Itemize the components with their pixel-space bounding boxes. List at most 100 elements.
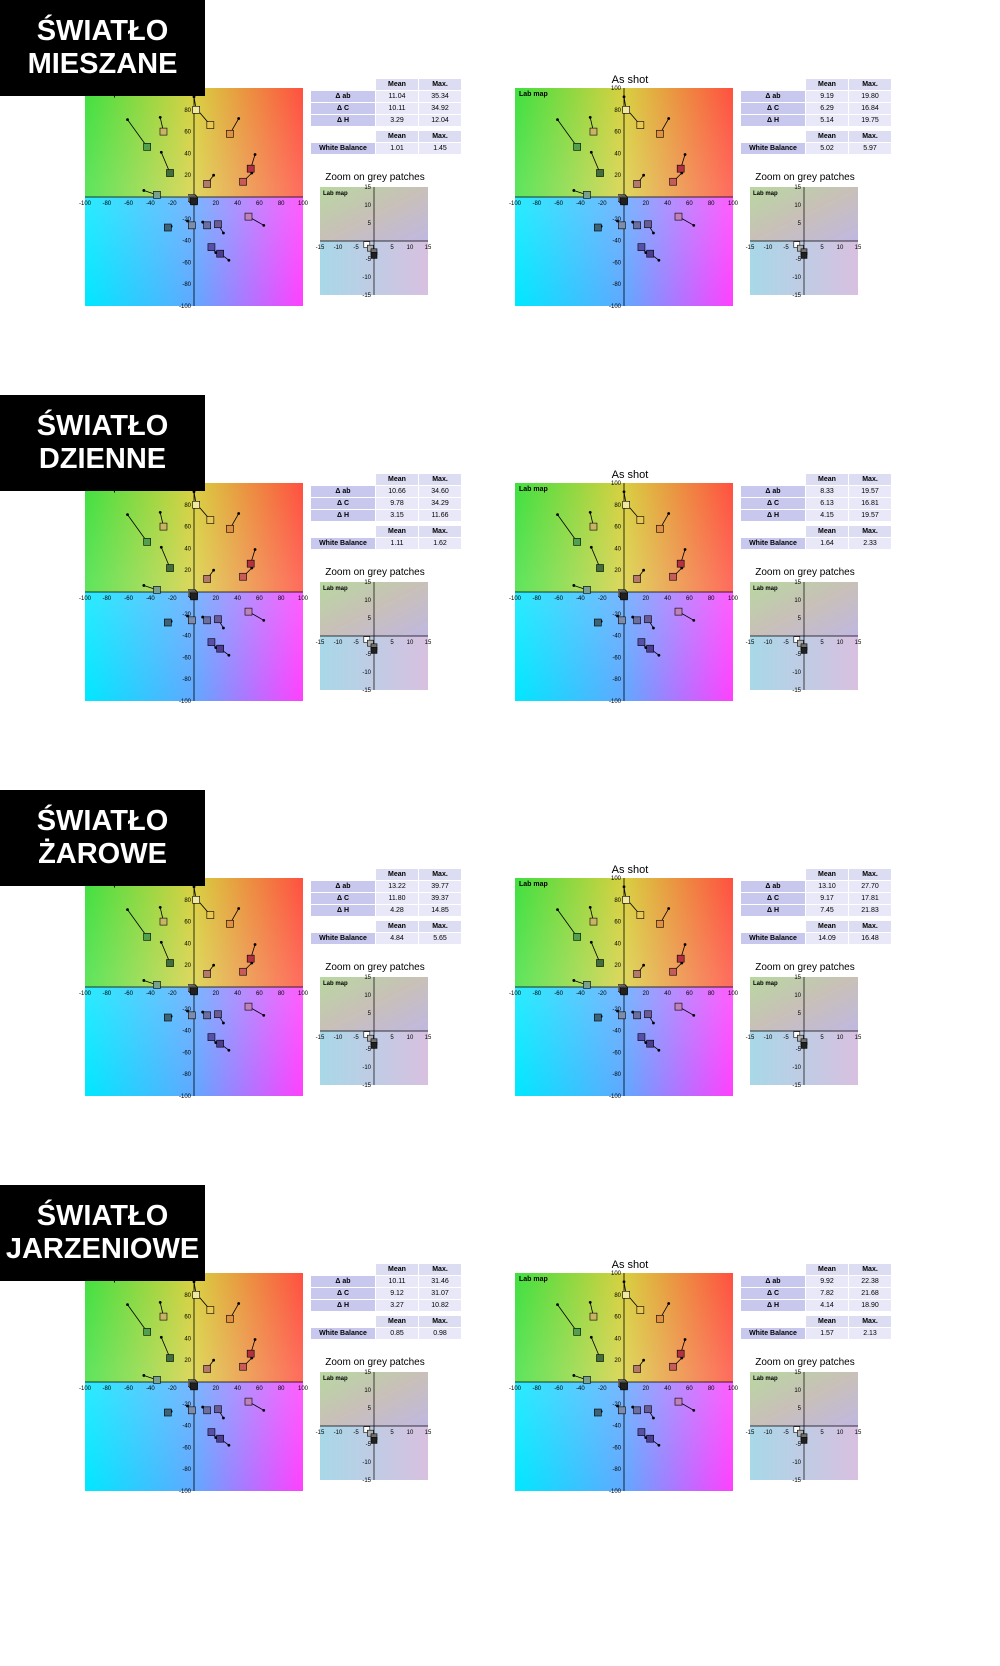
x-tick-label: 20 bbox=[642, 201, 649, 207]
zoom-x-tick-label: 15 bbox=[855, 1430, 862, 1436]
y-tick-label: 100 bbox=[611, 481, 622, 487]
patch-marker bbox=[633, 1011, 641, 1020]
lab-map-chart: -100-80-60-40-20020406080100-100-80-60-4… bbox=[509, 481, 739, 705]
x-tick-label: 20 bbox=[642, 991, 649, 997]
patch-marker bbox=[192, 895, 200, 904]
zoom-y-tick-label: 15 bbox=[794, 580, 801, 586]
stats-value: 1.64 bbox=[805, 537, 849, 550]
patch-marker bbox=[164, 1408, 172, 1417]
patch-marker bbox=[583, 981, 591, 989]
patch-marker bbox=[239, 177, 247, 186]
stats-value: 34.29 bbox=[418, 497, 462, 510]
patch-error-vector bbox=[557, 909, 578, 938]
x-tick-label: -40 bbox=[146, 201, 155, 207]
x-tick-label: -80 bbox=[532, 596, 541, 602]
zoom-lab-map-label: Lab map bbox=[323, 586, 348, 592]
stats-value: 5.14 bbox=[805, 114, 849, 127]
stats-header: Mean bbox=[805, 130, 849, 143]
x-tick-label: -100 bbox=[79, 596, 92, 602]
y-tick-label: 40 bbox=[184, 1336, 191, 1342]
patch-marker bbox=[190, 592, 198, 601]
patch-arrowhead bbox=[227, 1048, 231, 1052]
zoom-y-tick-label: -5 bbox=[796, 1442, 802, 1448]
x-tick-label: 40 bbox=[234, 991, 241, 997]
zoom-x-tick-label: 5 bbox=[820, 1430, 824, 1436]
patch-arrowhead bbox=[142, 189, 146, 192]
stats-header: Mean bbox=[805, 525, 849, 538]
lab-map-chart: -100-80-60-40-20020406080100-100-80-60-4… bbox=[509, 876, 739, 1100]
patch-arrowhead bbox=[572, 189, 576, 192]
stats-row-label: Δ C bbox=[310, 497, 376, 510]
white-balance-row: White Balance 4.84 5.65 bbox=[310, 932, 462, 945]
patch-marker bbox=[188, 1406, 196, 1415]
patch-arrowhead bbox=[159, 940, 163, 944]
patch-marker bbox=[216, 1434, 224, 1443]
zoom-lab-map-label: Lab map bbox=[753, 981, 778, 987]
zoom-y-tick-label: 10 bbox=[794, 598, 801, 604]
patch-marker bbox=[676, 164, 685, 173]
y-tick-label: 60 bbox=[614, 1315, 621, 1321]
y-tick-label: -80 bbox=[182, 1072, 191, 1078]
stats-row: Δ H 3.27 10.82 bbox=[310, 1299, 462, 1312]
y-tick-label: -80 bbox=[612, 677, 621, 683]
x-tick-label: -100 bbox=[79, 201, 92, 207]
patch-arrowhead bbox=[652, 1021, 655, 1025]
patch-marker bbox=[159, 917, 168, 926]
x-tick-label: -100 bbox=[509, 1386, 522, 1392]
zoom-lab-map-label: Lab map bbox=[323, 981, 348, 987]
patch-arrowhead bbox=[588, 1301, 592, 1304]
light-row: ŚWIATŁOJARZENIOWEhot-100-80-60-40-200204… bbox=[0, 1185, 1000, 1605]
patch-arrowhead bbox=[683, 548, 687, 551]
panel-title: As shot bbox=[611, 1259, 649, 1271]
patch-marker bbox=[207, 638, 216, 646]
x-tick-label: 80 bbox=[708, 991, 715, 997]
patch-marker bbox=[214, 1010, 222, 1019]
patch-arrowhead bbox=[657, 258, 661, 262]
patch-arrowhead bbox=[652, 231, 655, 235]
patch-arrowhead bbox=[158, 511, 162, 514]
patch-arrowhead bbox=[253, 548, 257, 551]
patch-arrowhead bbox=[237, 117, 241, 120]
x-tick-label: 80 bbox=[278, 991, 285, 997]
y-tick-label: 20 bbox=[184, 963, 191, 969]
patch-marker bbox=[203, 1011, 211, 1020]
stats-value: 9.17 bbox=[805, 892, 849, 905]
white-balance-row: White Balance 0.85 0.98 bbox=[310, 1327, 462, 1340]
zoom-x-tick-label: -5 bbox=[783, 1430, 789, 1436]
y-tick-label: -80 bbox=[612, 1072, 621, 1078]
patch-marker bbox=[166, 169, 174, 177]
stats-row-label: White Balance bbox=[310, 142, 376, 155]
patch-marker bbox=[676, 559, 685, 568]
patch-marker bbox=[143, 933, 151, 941]
patch-marker bbox=[583, 191, 591, 199]
stats-value: 1.62 bbox=[418, 537, 462, 550]
patch-marker bbox=[246, 559, 255, 568]
x-tick-label: 40 bbox=[234, 201, 241, 207]
zoom-y-tick-label: -10 bbox=[362, 1460, 371, 1466]
stats-value: 9.92 bbox=[805, 1275, 849, 1288]
patch-arrowhead bbox=[126, 908, 129, 912]
patch-marker bbox=[203, 221, 211, 230]
patch-arrowhead bbox=[556, 1303, 559, 1307]
x-tick-label: -60 bbox=[554, 991, 563, 997]
patch-marker bbox=[226, 1314, 234, 1323]
stats-row-label: Δ H bbox=[310, 1299, 376, 1312]
patch-marker bbox=[239, 1362, 247, 1371]
stats-value: 19.75 bbox=[848, 114, 892, 127]
stats-value: 17.81 bbox=[848, 892, 892, 905]
zoom-x-tick-label: 5 bbox=[390, 1430, 394, 1436]
y-tick-label: 40 bbox=[614, 1336, 621, 1342]
stats-row: Δ C 6.29 16.84 bbox=[740, 102, 892, 115]
patch-error-vector bbox=[127, 514, 148, 543]
grey-patch-marker bbox=[367, 1034, 374, 1042]
x-tick-label: -80 bbox=[102, 201, 111, 207]
stats-header: Max. bbox=[418, 525, 462, 538]
patch-marker bbox=[637, 1033, 646, 1041]
stats-value: 13.10 bbox=[805, 880, 849, 893]
patch-arrowhead bbox=[192, 95, 196, 99]
stats-value: 22.38 bbox=[848, 1275, 892, 1288]
stats-value: 2.33 bbox=[848, 537, 892, 550]
y-tick-label: -40 bbox=[612, 1029, 621, 1035]
white-balance-row: White Balance 1.11 1.62 bbox=[310, 537, 462, 550]
patch-arrowhead bbox=[262, 1013, 266, 1017]
